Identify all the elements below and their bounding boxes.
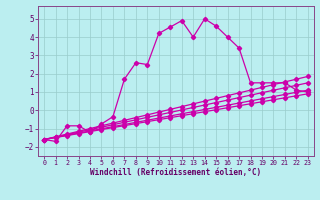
X-axis label: Windchill (Refroidissement éolien,°C): Windchill (Refroidissement éolien,°C) [91,168,261,177]
